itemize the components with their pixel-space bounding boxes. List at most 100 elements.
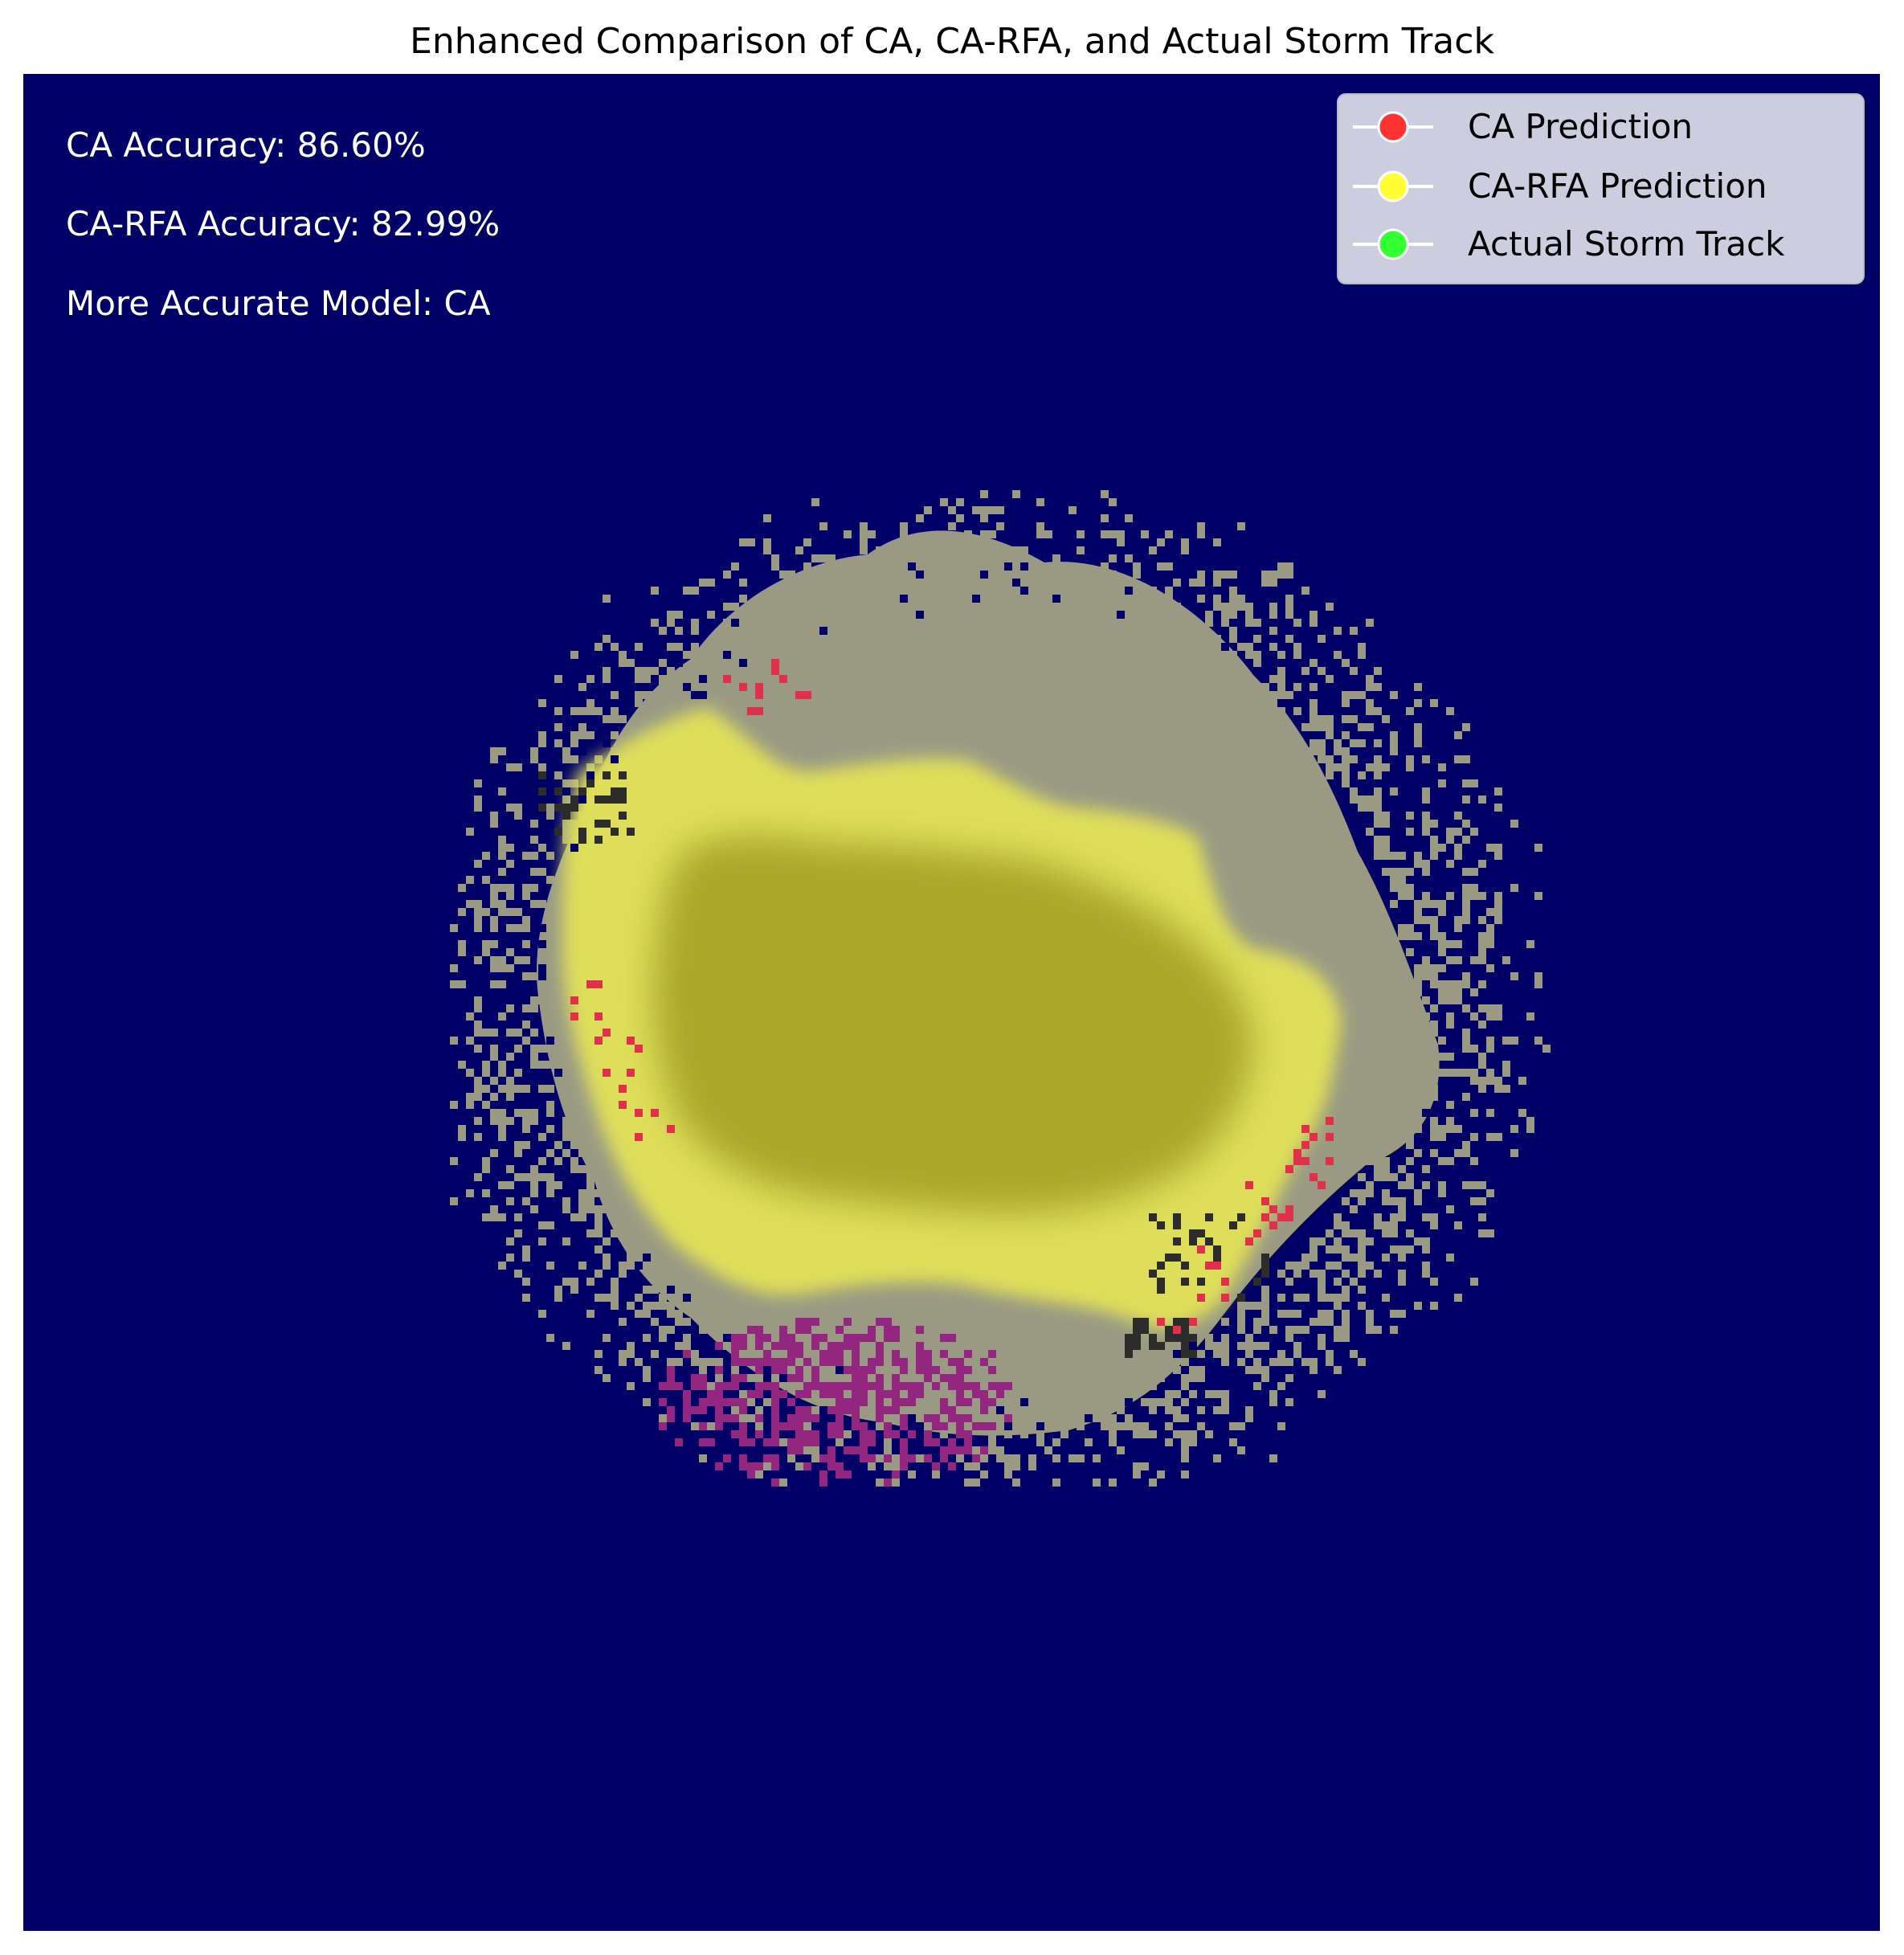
gray-speckle-cell <box>1237 1318 1245 1326</box>
gray-speckle-cell <box>643 1398 651 1406</box>
gray-speckle-cell <box>643 1334 651 1342</box>
gray-speckle-cell <box>1422 868 1430 876</box>
gray-speckle-cell <box>1350 1229 1358 1237</box>
gray-speckle-cell <box>1390 787 1398 795</box>
ca-only-cell <box>667 1406 675 1414</box>
gray-speckle-cell <box>1229 635 1237 643</box>
gray-speckle-cell <box>1326 1350 1334 1358</box>
gray-speckle-cell <box>1342 731 1350 739</box>
gray-speckle-cell <box>1157 1398 1165 1406</box>
gray-speckle-cell <box>611 715 619 723</box>
ca-only-cell <box>731 1334 739 1342</box>
gray-speckle-cell <box>932 1470 940 1479</box>
gray-speckle-cell <box>546 1125 554 1133</box>
hole-cell <box>916 611 924 619</box>
gray-speckle-cell <box>1245 603 1253 611</box>
gray-speckle-cell <box>1454 916 1462 924</box>
gray-speckle-cell <box>1534 892 1542 900</box>
ca-only-cell <box>747 1326 755 1334</box>
ca-only-cell <box>980 1358 988 1366</box>
ca-red-cell <box>1293 1157 1301 1165</box>
gray-speckle-cell <box>1052 1438 1060 1446</box>
gray-speckle-cell <box>498 844 506 852</box>
ca-only-cell <box>892 1334 900 1342</box>
hole-cell <box>514 1133 522 1141</box>
gray-speckle-cell <box>1342 1270 1350 1278</box>
gray-speckle-cell <box>763 1398 771 1406</box>
hole-cell <box>1366 739 1374 747</box>
ca-only-cell <box>755 1358 763 1366</box>
ca-only-cell <box>956 1414 964 1422</box>
gray-speckle-cell <box>1430 900 1438 908</box>
gray-speckle-cell <box>1125 514 1133 522</box>
gray-speckle-cell <box>1181 1446 1189 1454</box>
gray-speckle-cell <box>506 892 514 900</box>
gray-speckle-cell <box>1277 667 1285 675</box>
gray-speckle-cell <box>1406 924 1414 932</box>
gray-speckle-cell <box>1510 1149 1518 1157</box>
ca-only-cell <box>763 1454 771 1462</box>
gray-speckle-cell <box>554 739 562 747</box>
gray-speckle-cell <box>1269 1358 1277 1366</box>
gray-speckle-cell <box>1229 587 1237 595</box>
gray-speckle-cell <box>1310 659 1318 667</box>
gray-speckle-cell <box>892 1479 900 1487</box>
gray-speckle-cell <box>562 1237 570 1245</box>
hole-cell <box>1293 675 1301 683</box>
ca-only-cell <box>699 1382 707 1390</box>
gray-speckle-cell <box>482 876 490 884</box>
gray-speckle-cell <box>619 1318 627 1326</box>
gray-speckle-cell <box>1430 980 1438 988</box>
ca-only-cell <box>892 1358 900 1366</box>
gray-speckle-cell <box>482 1157 490 1165</box>
gray-speckle-cell <box>514 804 522 812</box>
gray-speckle-cell <box>1277 1310 1285 1318</box>
gray-speckle-cell <box>1494 844 1502 852</box>
ca-only-cell <box>924 1414 932 1422</box>
gray-speckle-cell <box>683 1334 691 1342</box>
gray-speckle-cell <box>1285 562 1293 571</box>
gray-speckle-cell <box>1245 1334 1253 1342</box>
gray-speckle-cell <box>1301 1326 1310 1334</box>
ca-only-cell <box>795 1350 803 1358</box>
gray-speckle-cell <box>450 1037 458 1045</box>
gray-speckle-cell <box>611 1229 619 1237</box>
ca-red-cell <box>1261 1197 1269 1205</box>
gray-speckle-cell <box>1478 916 1486 924</box>
gray-speckle-cell <box>1213 1350 1221 1358</box>
gray-speckle-cell <box>1052 554 1060 562</box>
ca-only-cell <box>860 1366 868 1374</box>
ca-only-cell <box>964 1414 972 1422</box>
ca-red-cell <box>1285 1205 1293 1213</box>
gray-speckle-cell <box>1430 1133 1438 1141</box>
gray-speckle-cell <box>996 1446 1004 1454</box>
gray-speckle-cell <box>1430 1302 1438 1310</box>
gray-speckle-cell <box>1157 1470 1165 1479</box>
ca-red-cell <box>619 1085 627 1093</box>
gray-speckle-cell <box>482 1189 490 1197</box>
ca-only-cell <box>876 1398 884 1406</box>
ca-only-cell <box>739 1454 747 1462</box>
gray-speckle-cell <box>450 1157 458 1165</box>
gray-speckle-cell <box>1310 683 1318 691</box>
gray-speckle-cell <box>860 538 868 546</box>
gray-speckle-cell <box>1454 852 1462 860</box>
ca-only-cell <box>988 1350 996 1358</box>
hole-cell <box>683 683 691 691</box>
gray-speckle-cell <box>1382 1221 1390 1229</box>
ca-only-cell <box>948 1374 956 1382</box>
ca-only-cell <box>731 1414 739 1422</box>
ca-only-cell <box>787 1414 795 1422</box>
gray-speckle-cell <box>1036 498 1044 506</box>
gray-speckle-cell <box>530 747 538 755</box>
gray-speckle-cell <box>739 595 747 603</box>
gray-speckle-cell <box>1093 1479 1101 1487</box>
hole-cell <box>1036 1422 1044 1430</box>
gray-speckle-cell <box>1406 828 1414 836</box>
ca-red-cell <box>594 980 603 988</box>
gray-speckle-cell <box>683 651 691 659</box>
ca-only-cell <box>811 1382 819 1390</box>
gray-speckle-cell <box>1462 1029 1470 1037</box>
gray-speckle-cell <box>1366 1310 1374 1318</box>
ca-only-cell <box>956 1390 964 1398</box>
